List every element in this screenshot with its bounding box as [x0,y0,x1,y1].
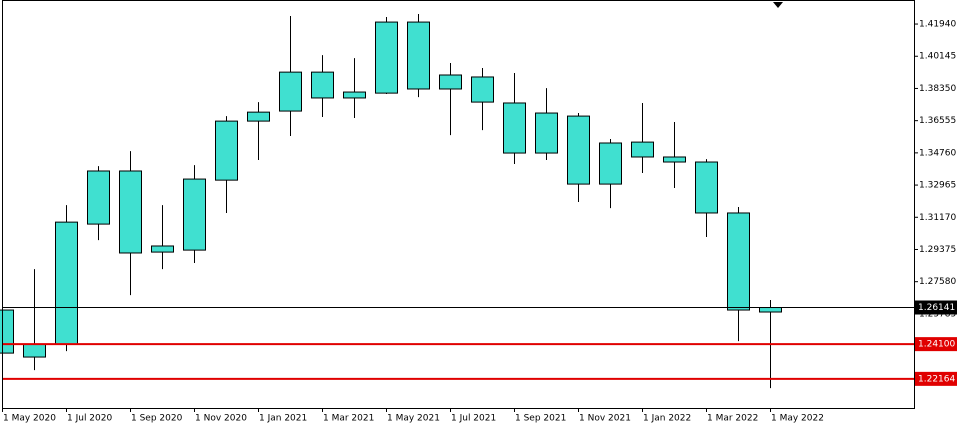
candle-body [471,76,494,103]
price-label-box [915,337,957,352]
x-tick-label: 1 Jan 2022 [643,414,691,424]
x-tick-label: 1 Jan 2021 [259,414,307,424]
candle-body [119,170,142,254]
x-tick-label: 1 May 2022 [771,414,824,424]
x-tick-label: 1 Nov 2020 [195,414,247,424]
candle-body [439,74,462,90]
shift-marker [773,2,783,8]
candle-body [215,120,238,181]
y-tick-label: 1.27580 [919,277,956,287]
plot-area [0,13,914,389]
candle-body [663,156,686,163]
candle-body [311,71,334,99]
candle-body [567,115,590,185]
candle-body [183,178,206,251]
x-tick-label: 1 Sep 2021 [515,414,566,424]
price-label: 1.22164 [918,374,955,384]
candle-body [727,212,750,311]
y-tick-label: 1.41940 [919,20,956,30]
x-tick-label: 1 May 2020 [3,414,56,424]
price-label: 1.24100 [918,340,955,350]
y-tick-label: 1.29375 [919,245,956,255]
candle-body [343,91,366,99]
price-label: 1.26141 [918,303,955,313]
y-tick-label: 1.40145 [919,52,956,62]
candle-body [87,170,110,225]
candle-body [535,112,558,154]
x-tick-label: 1 Mar 2021 [323,414,374,424]
candle-body [759,307,782,313]
x-tick-label: 1 Nov 2021 [579,414,631,424]
plot-frame [2,0,915,409]
y-tick-label: 1.36555 [919,116,956,126]
x-tick-label: 1 May 2021 [387,414,440,424]
x-tick-label: 1 Mar 2022 [707,414,758,424]
candle-body [503,102,526,154]
candle-body [55,221,78,345]
price-label-box [915,371,957,386]
candle-body [23,343,46,358]
candle-body [599,142,622,185]
candle-body [151,245,174,253]
x-tick-label: 1 Jul 2020 [67,414,112,424]
candle-body [279,71,302,112]
candle-body [247,111,270,122]
x-tick-label: 1 Sep 2020 [131,414,183,424]
price-label-box [915,300,957,315]
x-tick-label: 1 Jul 2021 [451,414,496,424]
y-tick-label: 1.31170 [919,213,956,223]
y-tick-label: 1.32965 [919,181,956,191]
candle-body [631,141,654,158]
y-tick-label: 1.34760 [919,148,956,158]
y-tick-label: 1.38350 [919,84,956,94]
candle-body [407,21,430,90]
candle-body [695,161,718,214]
candle-body [375,21,398,94]
